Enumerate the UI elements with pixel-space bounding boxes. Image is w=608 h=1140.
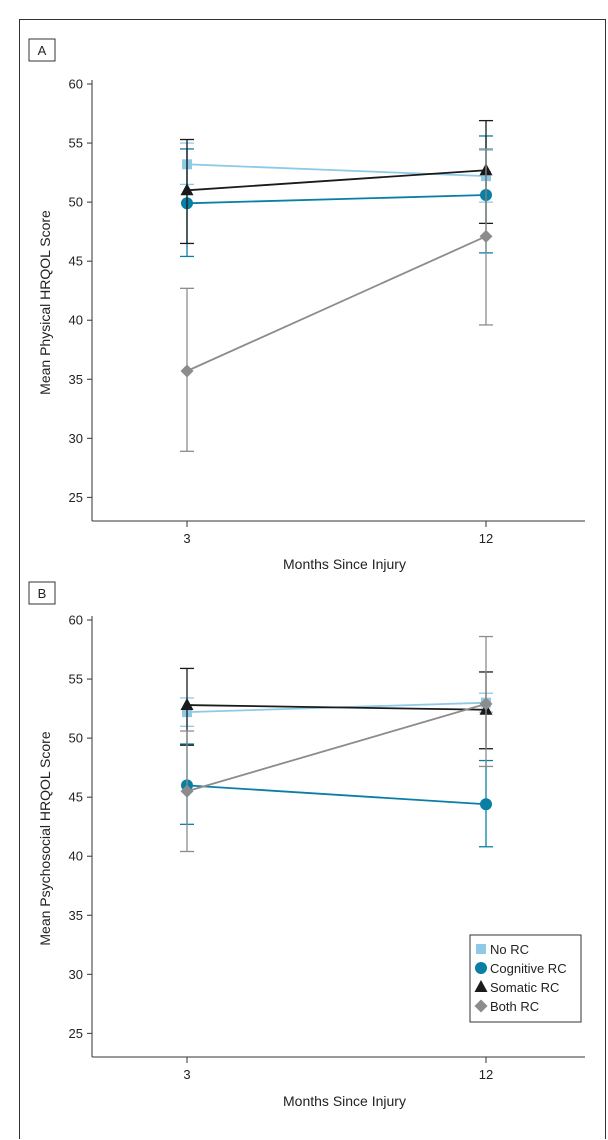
y-tick-label: 25 [69,1026,83,1041]
panel-label: A [38,43,47,58]
data-point [180,364,194,378]
legend-label: No RC [490,942,529,957]
figure-frame [19,19,606,1139]
legend-marker [474,999,488,1013]
panel-label: B [38,586,47,601]
series-cognitive-rc [180,743,493,848]
y-tick-label: 60 [69,77,83,92]
x-tick-label: 12 [479,1067,493,1082]
series-line [186,163,487,178]
x-tick-label: 12 [479,531,493,546]
y-tick-label: 35 [69,372,83,387]
y-tick-label: 50 [69,731,83,746]
y-axis-label: Mean Physical HRQOL Score [37,210,53,395]
y-tick-label: 45 [69,254,83,269]
y-tick-label: 45 [69,790,83,805]
panel-label-box [28,581,56,605]
series-line [186,235,487,372]
series-somatic-rc [180,667,493,750]
y-tick-label: 60 [69,613,83,628]
series-line [186,702,487,793]
x-axis-label: Months Since Injury [283,556,406,572]
legend-marker [475,962,487,974]
series-line [186,704,487,711]
x-axis-label: Months Since Injury [283,1093,406,1109]
y-tick-label: 35 [69,908,83,923]
y-tick-label: 50 [69,195,83,210]
series-both-rc [180,635,493,853]
legend-label: Both RC [490,999,539,1014]
data-point [180,784,194,798]
data-point [180,183,194,196]
series-line [186,169,487,192]
legend-marker [474,980,488,992]
series-both-rc [180,148,493,452]
legend-label: Somatic RC [490,980,559,995]
legend-box [469,934,582,1023]
x-tick-label: 3 [183,1067,190,1082]
y-tick-label: 30 [69,431,83,446]
series-somatic-rc [180,119,493,245]
legend-label: Cognitive RC [490,961,567,976]
y-tick-label: 40 [69,849,83,864]
data-point [480,798,492,811]
legend: No RC Cognitive RC Somatic RC Both RC [469,934,582,1023]
y-tick-label: 40 [69,313,83,328]
series-cognitive-rc [180,135,493,258]
panel-label-box [28,38,56,62]
y-tick-label: 55 [69,672,83,687]
chart-panel-a: A 25 30 35 40 45 50 55 60 3 12 Months Since Injury M… [28,38,585,572]
series-line [186,784,487,806]
legend-marker [476,944,486,954]
x-tick-label: 3 [183,531,190,546]
data-point [479,697,493,711]
data-point [180,698,194,711]
y-tick-label: 25 [69,490,83,505]
data-point [479,229,493,243]
y-tick-label: 30 [69,967,83,982]
y-tick-label: 55 [69,136,83,151]
series-line [186,194,487,205]
y-axis-label: Mean Psychosocial HRQOL Score [37,731,53,945]
chart-panel-b: B 25 30 35 40 45 50 55 60 3 12 Months Since Injury M… [28,581,585,1109]
